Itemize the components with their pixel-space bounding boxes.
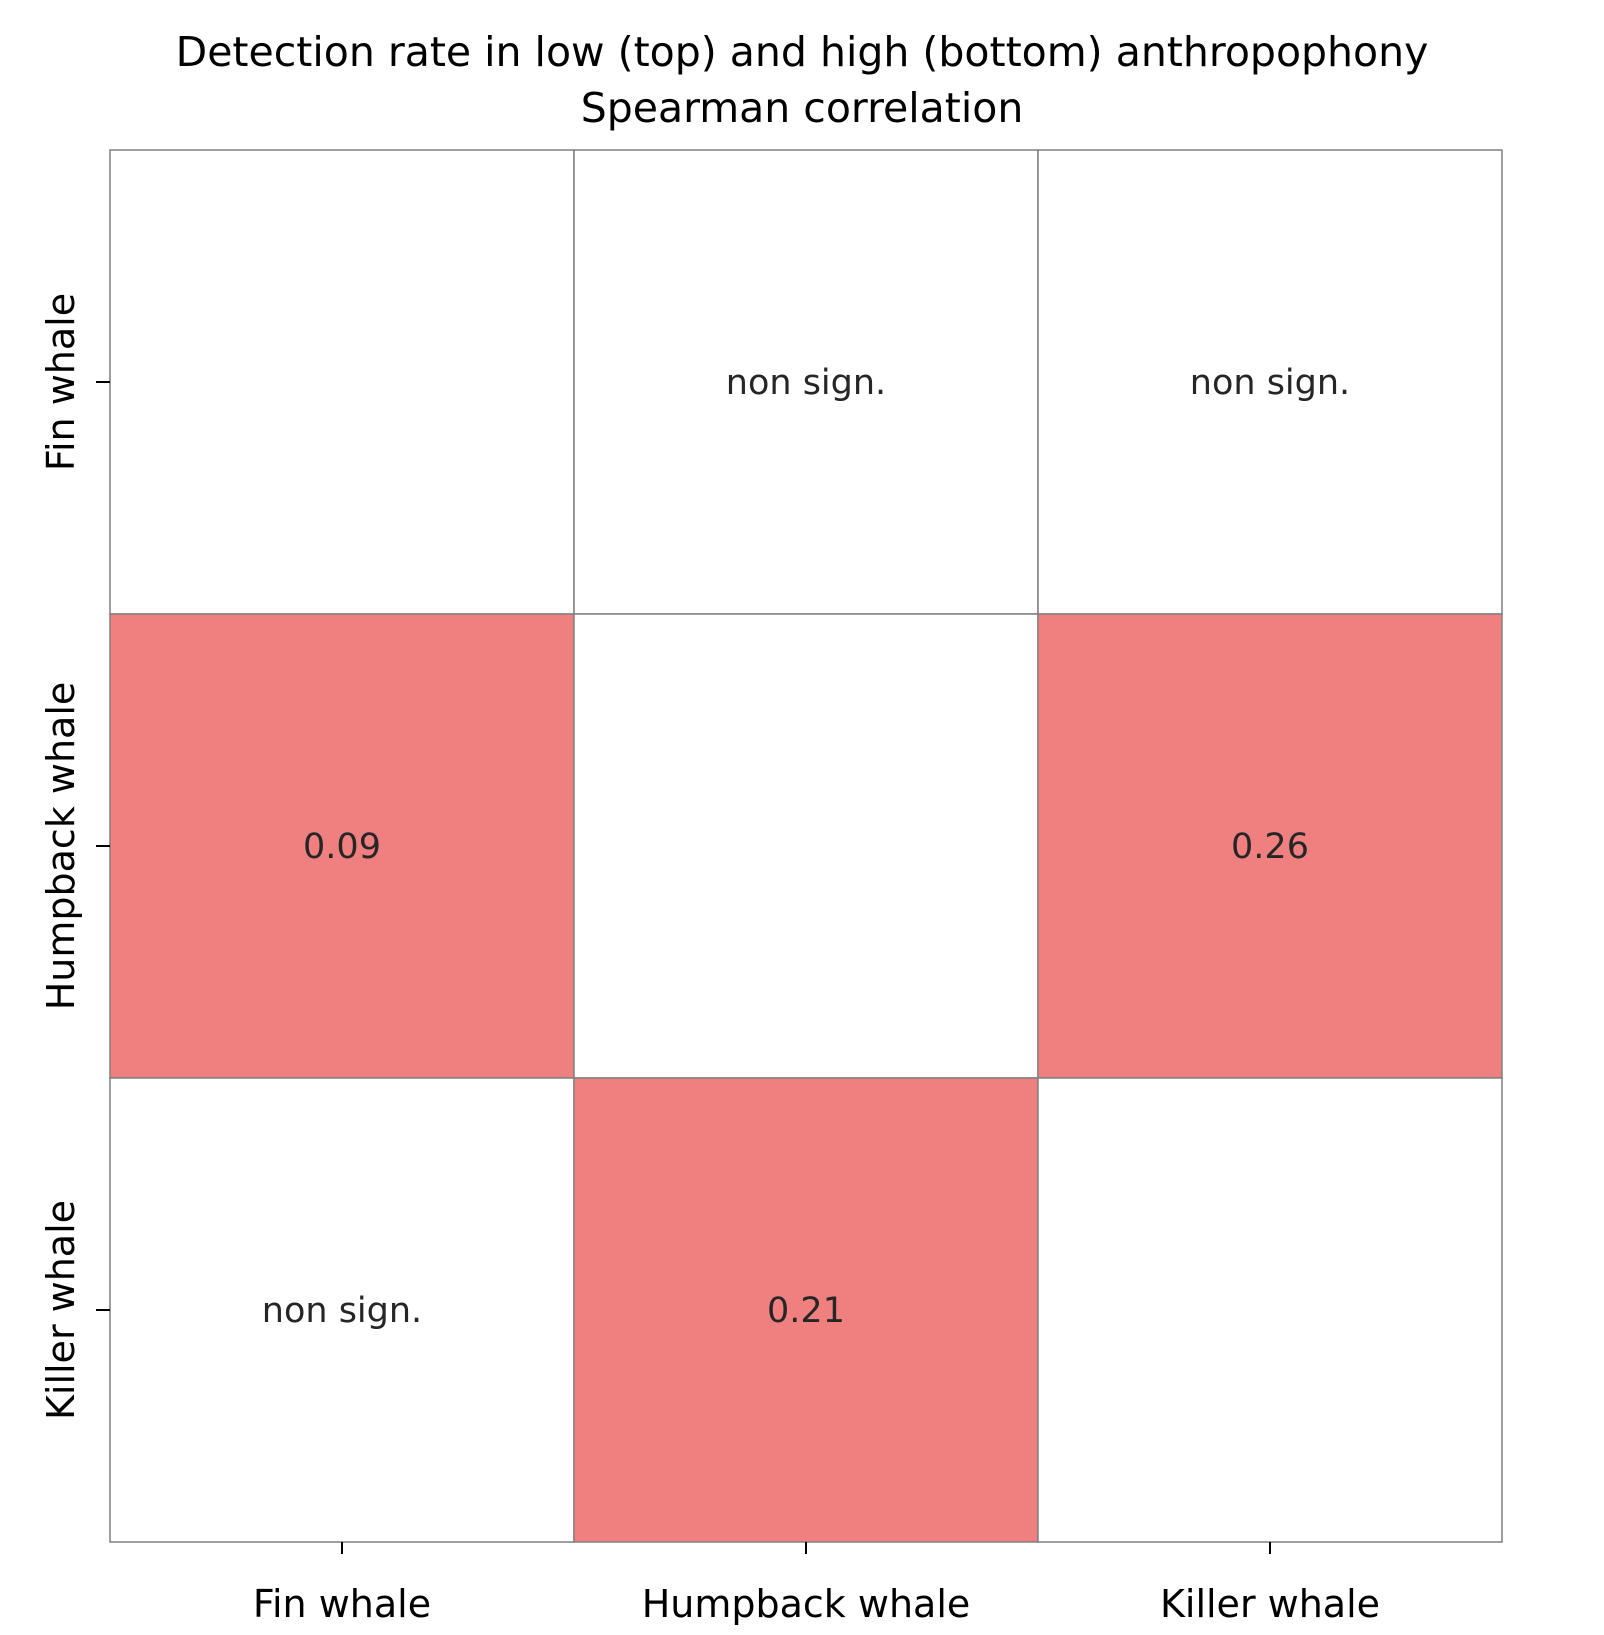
heatmap-cell: [109, 149, 575, 615]
cell-label: 0.21: [767, 1291, 845, 1331]
heatmap-cell: [1037, 613, 1503, 1079]
heatmap-cell: [109, 1077, 575, 1543]
cell-label: non sign.: [726, 363, 886, 403]
cell-label: 0.26: [1231, 827, 1309, 867]
heatmap-cell: [573, 613, 1039, 1079]
cell-label: 0.09: [303, 827, 381, 867]
heatmap-cell: [573, 149, 1039, 615]
x-tick-label: Killer whale: [1160, 1582, 1380, 1626]
chart-title: Detection rate in low (top) and high (bo…: [176, 28, 1429, 76]
heatmap-cell: [573, 1077, 1039, 1543]
y-tick-label: Humpback whale: [39, 682, 83, 1011]
chart-subtitle: Spearman correlation: [581, 84, 1024, 132]
x-tick-label: Humpback whale: [642, 1582, 971, 1626]
x-tick-label: Fin whale: [253, 1582, 431, 1626]
cell-label: non sign.: [262, 1291, 422, 1331]
cell-label: non sign.: [1190, 363, 1350, 403]
y-tick-label: Fin whale: [39, 293, 83, 471]
y-tick-label: Killer whale: [39, 1200, 83, 1420]
heatmap-cell: [109, 613, 575, 1079]
heatmap-cell: [1037, 1077, 1503, 1543]
heatmap-cell: [1037, 149, 1503, 615]
